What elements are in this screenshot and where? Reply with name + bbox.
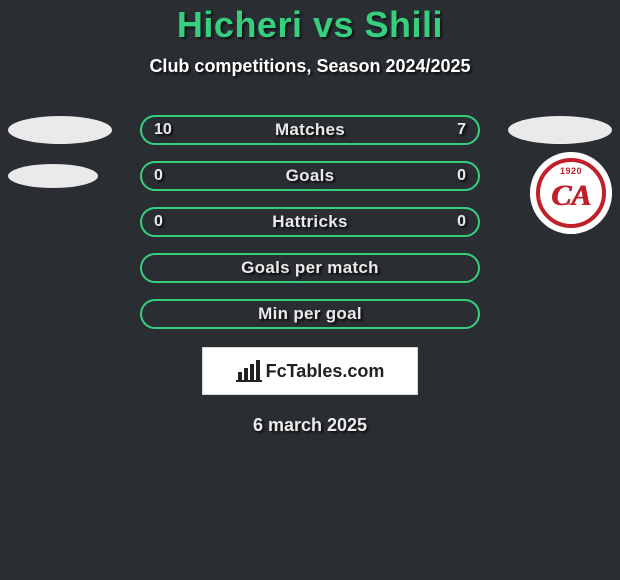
stat-row-goals: 0 Goals 0 1920 CA [0,153,620,199]
title-vs: vs [313,4,354,45]
crest-year: 1920 [540,166,603,176]
stat-pill: 10 Matches 7 [140,115,480,145]
stat-row-mpg: Min per goal [0,291,620,337]
player1-club-flag [8,164,98,188]
title: Hicheri vs Shili [0,4,620,46]
stat-pill: Min per goal [140,299,480,329]
stat-row-gpm: Goals per match [0,245,620,291]
stat-label: Min per goal [258,304,362,324]
stat-label: Hattricks [272,212,347,232]
comparison-card: Hicheri vs Shili Club competitions, Seas… [0,0,620,436]
stat-label: Goals per match [241,258,379,278]
stat-pill: Goals per match [140,253,480,283]
stat-pill: 0 Hattricks 0 [140,207,480,237]
title-player2: Shili [365,4,444,45]
stat-value-left: 10 [154,121,172,139]
stat-label: Goals [286,166,335,186]
bar-chart-icon [236,360,262,382]
subtitle: Club competitions, Season 2024/2025 [0,56,620,77]
stat-pill: 0 Goals 0 [140,161,480,191]
player2-country-flag [508,116,612,144]
stat-row-hattricks: 0 Hattricks 0 [0,199,620,245]
stat-value-right: 7 [457,121,466,139]
stat-row-matches: 10 Matches 7 [0,107,620,153]
attribution[interactable]: FcTables.com [202,347,418,395]
stat-label: Matches [275,120,345,140]
title-player1: Hicheri [177,4,303,45]
player1-country-flag [8,116,112,144]
date: 6 march 2025 [0,415,620,436]
stat-rows: 10 Matches 7 0 Goals 0 1920 CA [0,107,620,337]
stat-value-right: 0 [457,167,466,185]
stat-value-right: 0 [457,213,466,231]
attribution-text: FcTables.com [266,361,385,382]
stat-value-left: 0 [154,213,163,231]
stat-value-left: 0 [154,167,163,185]
